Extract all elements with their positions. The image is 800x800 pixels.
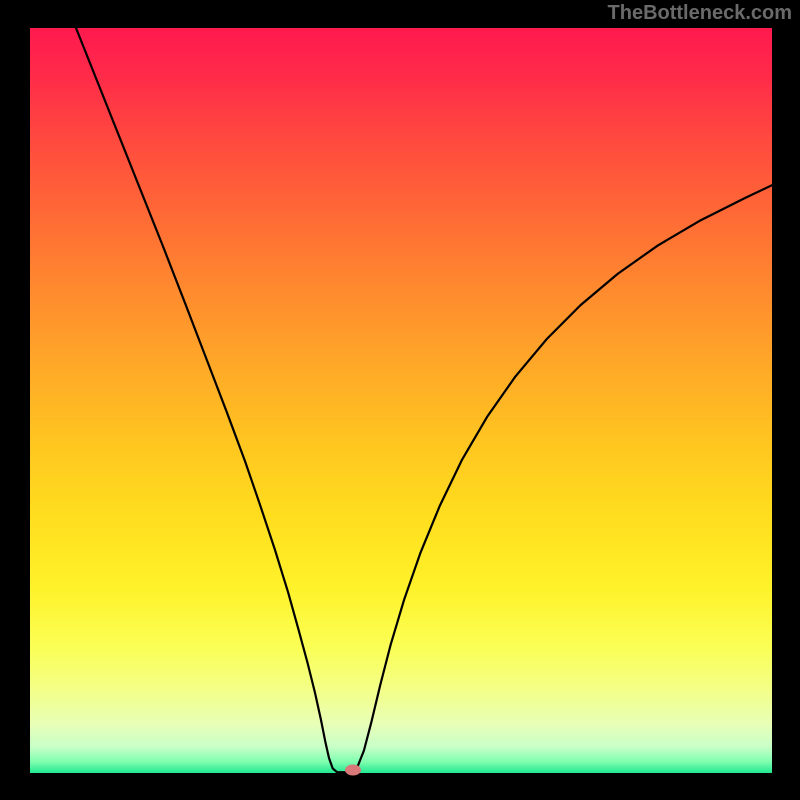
optimal-point-marker [345, 765, 361, 776]
watermark-text: TheBottleneck.com [608, 2, 792, 25]
chart-container: TheBottleneck.com [0, 0, 800, 800]
bottleneck-curve [30, 28, 772, 773]
plot-area [30, 28, 772, 773]
